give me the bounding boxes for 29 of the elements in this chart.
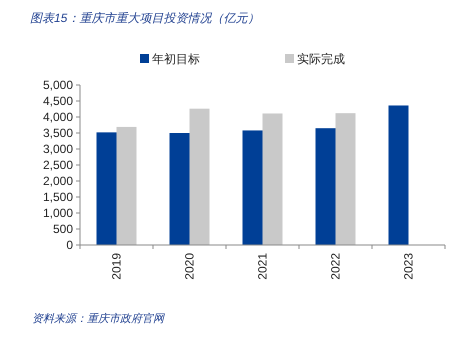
y-tick-label: 4,500 bbox=[42, 94, 74, 108]
x-tick-label: 2021 bbox=[256, 252, 270, 280]
chart-title: 图表15：重庆市重大项目投资情况（亿元） bbox=[30, 11, 260, 25]
x-tick-label: 2019 bbox=[110, 252, 124, 280]
legend-label: 实际完成 bbox=[297, 52, 345, 66]
bar bbox=[116, 126, 136, 245]
y-tick-label: 1,500 bbox=[42, 190, 74, 204]
bar bbox=[96, 132, 116, 245]
y-tick-label: 5,000 bbox=[42, 78, 74, 92]
y-tick-label: 3,500 bbox=[42, 126, 74, 140]
bar bbox=[262, 113, 282, 245]
bar bbox=[388, 105, 408, 245]
y-tick-label: 0 bbox=[66, 238, 74, 252]
y-tick-label: 1,000 bbox=[42, 206, 74, 220]
bar bbox=[336, 113, 356, 245]
bar bbox=[316, 128, 336, 245]
bar bbox=[242, 130, 262, 245]
x-tick-label: 2022 bbox=[328, 252, 342, 280]
y-tick-label: 3,000 bbox=[42, 142, 74, 156]
text: 资料来源：重庆市政府官网 bbox=[32, 312, 165, 325]
y-tick-label: 500 bbox=[52, 222, 74, 236]
bar bbox=[190, 108, 210, 245]
y-tick-label: 2,500 bbox=[42, 158, 74, 172]
y-tick-label: 4,000 bbox=[42, 110, 74, 124]
bar bbox=[170, 133, 190, 245]
x-tick-label: 2023 bbox=[402, 252, 416, 280]
legend-label: 年初目标 bbox=[152, 52, 200, 66]
y-tick-label: 2,000 bbox=[42, 174, 74, 188]
x-tick-label: 2020 bbox=[182, 252, 196, 280]
